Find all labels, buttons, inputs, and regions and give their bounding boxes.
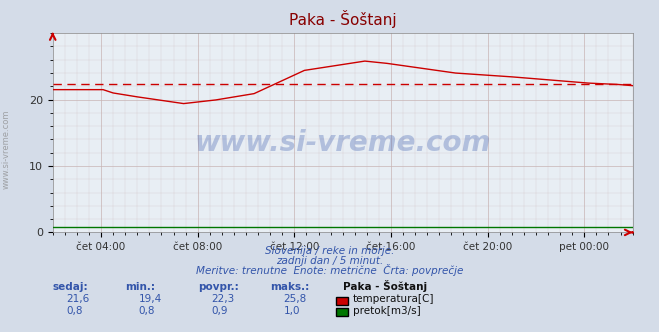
Text: Meritve: trenutne  Enote: metrične  Črta: povprečje: Meritve: trenutne Enote: metrične Črta: …	[196, 264, 463, 276]
Text: 19,4: 19,4	[138, 294, 161, 304]
Text: 22,3: 22,3	[211, 294, 234, 304]
Text: 1,0: 1,0	[283, 306, 300, 316]
Text: www.si-vreme.com: www.si-vreme.com	[2, 110, 11, 189]
Text: zadnji dan / 5 minut.: zadnji dan / 5 minut.	[276, 256, 383, 266]
Text: min.:: min.:	[125, 283, 156, 292]
Text: Slovenija / reke in morje.: Slovenija / reke in morje.	[265, 246, 394, 256]
Text: www.si-vreme.com: www.si-vreme.com	[194, 129, 491, 157]
Text: sedaj:: sedaj:	[53, 283, 88, 292]
Text: maks.:: maks.:	[270, 283, 310, 292]
Text: Paka - Šoštanj: Paka - Šoštanj	[343, 281, 427, 292]
Title: Paka - Šoštanj: Paka - Šoštanj	[289, 10, 397, 28]
Text: pretok[m3/s]: pretok[m3/s]	[353, 306, 420, 316]
Text: 21,6: 21,6	[66, 294, 89, 304]
Text: temperatura[C]: temperatura[C]	[353, 294, 434, 304]
Text: povpr.:: povpr.:	[198, 283, 239, 292]
Text: 0,9: 0,9	[211, 306, 227, 316]
Text: 0,8: 0,8	[138, 306, 155, 316]
Text: 0,8: 0,8	[66, 306, 82, 316]
Text: 25,8: 25,8	[283, 294, 306, 304]
